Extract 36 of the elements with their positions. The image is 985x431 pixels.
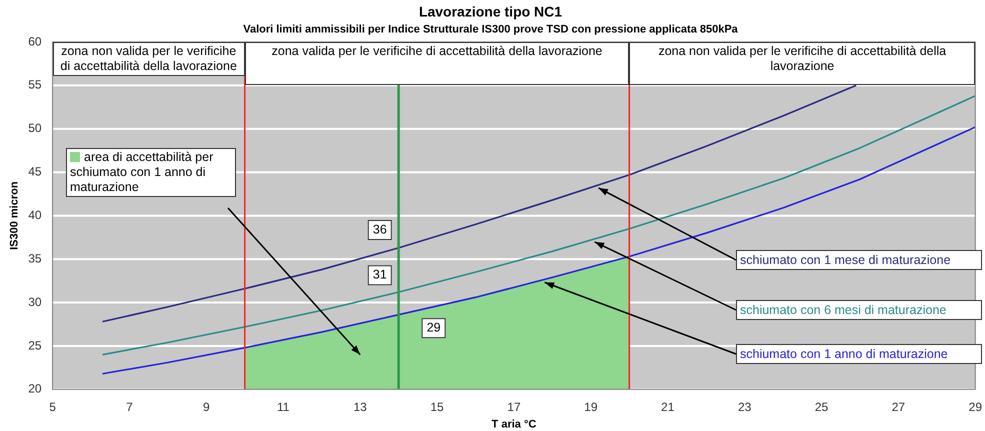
x-tick-label: 13 (353, 400, 368, 414)
x-tick-label: 19 (584, 400, 598, 414)
annotation: 31 (372, 268, 387, 282)
y-tick-label: 25 (28, 338, 42, 352)
x-tick-label: 11 (277, 400, 290, 414)
x-tick-label: 15 (430, 400, 444, 414)
chart-title: Lavorazione tipo NC1 (418, 3, 562, 20)
x-tick-label: 7 (126, 400, 134, 414)
y-tick-label: 50 (28, 121, 42, 136)
text-box: zona non valida per le verificihe di accettabilità della lavorazione (52, 42, 245, 76)
y-tick-label: 60 (28, 34, 42, 48)
y-axis-title: IS300 micron (8, 181, 21, 250)
chart-subtitle: Valori limiti ammissibili per Indice Strutturale IS300 prove TSD con pressione applicata 850kPa (243, 23, 739, 36)
annotation: 36 (372, 222, 387, 236)
x-axis-title: T aria °C (492, 418, 536, 430)
text-box: zona valida per le verificihe di accettabilità della lavorazione (244, 42, 630, 86)
annotation: 29 (426, 320, 441, 335)
y-tick-label: 45 (28, 164, 42, 179)
y-tick-label: 55 (28, 78, 42, 92)
y-tick-label: 40 (28, 208, 42, 222)
x-tick-label: 9 (203, 400, 210, 414)
x-tick-label: 23 (738, 400, 752, 414)
y-tick-label: 35 (28, 251, 42, 266)
text-box: schiumato con 1 anno di maturazione (736, 344, 982, 364)
x-tick-label: 25 (814, 400, 829, 414)
y-tick-label: 30 (28, 294, 42, 309)
y-tick-label: 20 (28, 382, 42, 396)
text-box: schiumato con 1 mese di maturazione (736, 250, 982, 270)
text-box: area di accettabilità per schiumato con 1 anno di maturazione (66, 148, 236, 197)
x-tick-label: 17 (507, 400, 521, 414)
x-tick-label: 29 (968, 400, 982, 414)
x-tick-label: 21 (661, 400, 675, 414)
x-tick-label: 5 (49, 400, 56, 414)
text-box: schiumato con 6 mesi di maturazione (736, 300, 982, 320)
x-tick-label: 27 (892, 400, 906, 414)
text-box: zona non valida per le verificihe di accettabilità della lavorazione (629, 42, 976, 86)
